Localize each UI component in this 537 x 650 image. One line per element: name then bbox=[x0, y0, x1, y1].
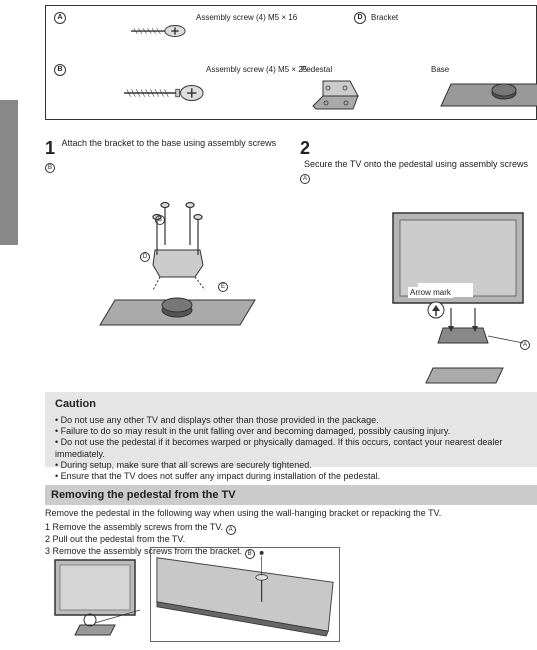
part-e-desc: Base bbox=[431, 66, 449, 75]
caution-line-1: • Failure to do so may result in the uni… bbox=[55, 426, 527, 437]
part-b-desc: Assembly screw (4) M5 × 25 bbox=[206, 66, 307, 75]
step-2-illustration bbox=[388, 208, 533, 388]
section-step-2: 2 Pull out the pedestal from the TV. bbox=[45, 534, 537, 545]
section-title: Removing the pedestal from the TV bbox=[45, 485, 537, 505]
bracket-illustration bbox=[308, 76, 363, 111]
section-ref-a: A bbox=[226, 525, 236, 535]
section-step-1: 1 Remove the assembly screws from the TV… bbox=[45, 522, 223, 532]
screw-b-illustration bbox=[124, 84, 204, 102]
step-1-ref: B bbox=[45, 163, 55, 173]
base-illustration bbox=[436, 76, 537, 111]
parts-box: A Assembly screw (4) M5 × 16 D Bracket B… bbox=[45, 5, 537, 120]
callout-b: B bbox=[155, 215, 165, 225]
remove-ill-1 bbox=[50, 555, 145, 640]
screw-a-illustration bbox=[131, 24, 186, 38]
callout-e: E bbox=[218, 282, 228, 292]
part-d-label: D bbox=[354, 12, 366, 24]
caution-title: Caution bbox=[55, 398, 527, 412]
side-tab bbox=[0, 100, 18, 245]
remove-ill-2 bbox=[150, 547, 340, 642]
part-a-label: A bbox=[54, 12, 66, 24]
step-2-num: 2 bbox=[300, 138, 310, 159]
step-1-num: 1 bbox=[45, 138, 55, 159]
step-1-text: Attach the bracket to the base using ass… bbox=[62, 138, 277, 149]
caution-line-0: • Do not use any other TV and displays o… bbox=[55, 415, 527, 426]
part-d-desc: Bracket bbox=[371, 14, 398, 23]
callout-d: D bbox=[140, 252, 150, 262]
caution-line-2: • Do not use the pedestal if it becomes … bbox=[55, 437, 527, 460]
step-2: 2 Secure the TV onto the pedestal using … bbox=[300, 138, 537, 182]
part-a-desc: Assembly screw (4) M5 × 16 bbox=[196, 14, 297, 23]
caution-line-4: • Ensure that the TV does not suffer any… bbox=[55, 471, 527, 482]
caution-box: Caution • Do not use any other TV and di… bbox=[45, 392, 537, 467]
step-2-ref: A bbox=[300, 174, 310, 184]
caution-line-3: • During setup, make sure that all screw… bbox=[55, 460, 527, 471]
part-b-label: B bbox=[54, 64, 66, 76]
callout-a: A bbox=[520, 340, 530, 350]
section-intro: Remove the pedestal in the following way… bbox=[45, 508, 537, 519]
arrow-mark-label: Arrow mark bbox=[408, 287, 453, 298]
step-1-illustration bbox=[95, 195, 275, 335]
step-1: 1 Attach the bracket to the base using a… bbox=[45, 138, 285, 171]
step-2-text: Secure the TV onto the pedestal using as… bbox=[304, 159, 528, 170]
part-c-desc: Pedestal bbox=[301, 66, 332, 75]
